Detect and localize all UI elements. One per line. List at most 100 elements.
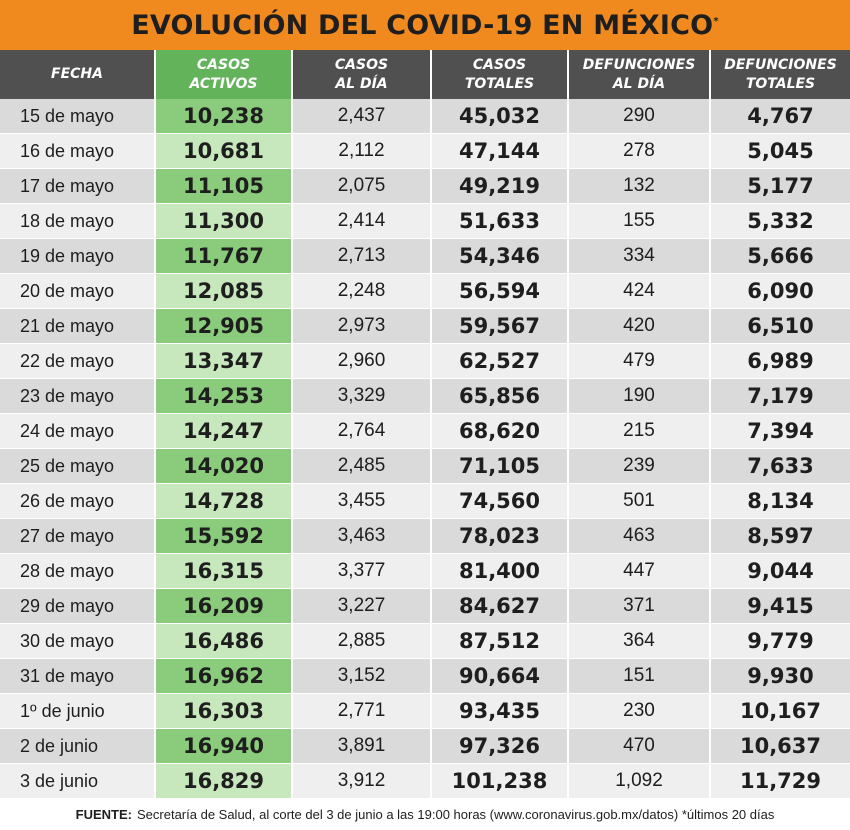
title-footnote-mark: *	[713, 15, 719, 27]
table-row: 28 de mayo 16,315 3,377 81,400 447 9,044	[0, 553, 850, 589]
fecha-cell: 17 de mayo	[0, 168, 155, 204]
table-row: 27 de mayo 15,592 3,463 78,023 463 8,597	[0, 518, 850, 554]
defunciones-totales-cell: 9,930	[709, 658, 850, 694]
defunciones-al-dia-cell: 501	[567, 483, 710, 519]
defunciones-totales-cell: 10,637	[709, 728, 850, 764]
defunciones-totales-cell: 9,415	[709, 588, 850, 624]
casos-activos-cell: 16,962	[154, 658, 292, 694]
source-note: FUENTE: Secretaría de Salud, al corte de…	[0, 799, 850, 830]
defunciones-totales-cell: 7,179	[709, 378, 850, 414]
casos-activos-cell: 16,315	[154, 553, 292, 589]
casos-totales-cell: 56,594	[430, 273, 568, 309]
casos-activos-cell: 15,592	[154, 518, 292, 554]
defunciones-al-dia-cell: 479	[567, 343, 710, 379]
table-row: 18 de mayo 11,300 2,414 51,633 155 5,332	[0, 203, 850, 239]
fecha-cell: 21 de mayo	[0, 308, 155, 344]
fecha-cell: 30 de mayo	[0, 623, 155, 659]
source-text: Secretaría de Salud, al corte del 3 de j…	[137, 807, 775, 822]
fecha-cell: 15 de mayo	[0, 99, 155, 134]
casos-activos-cell: 12,905	[154, 308, 292, 344]
defunciones-al-dia-cell: 334	[567, 238, 710, 274]
table-row: 1º de junio 16,303 2,771 93,435 230 10,167	[0, 693, 850, 729]
defunciones-totales-cell: 7,633	[709, 448, 850, 484]
table-row: 24 de mayo 14,247 2,764 68,620 215 7,394	[0, 413, 850, 449]
defunciones-totales-cell: 9,044	[709, 553, 850, 589]
casos-totales-cell: 87,512	[430, 623, 568, 659]
casos-totales-cell: 45,032	[430, 99, 568, 134]
defunciones-totales-cell: 4,767	[709, 99, 850, 134]
table-row: 26 de mayo 14,728 3,455 74,560 501 8,134	[0, 483, 850, 519]
casos-activos-cell: 11,767	[154, 238, 292, 274]
casos-al-dia-cell: 2,414	[291, 203, 431, 239]
column-header-defunciones-al-dia: DEFUNCIONES AL DÍA	[567, 50, 710, 99]
defunciones-totales-cell: 8,597	[709, 518, 850, 554]
defunciones-al-dia-cell: 215	[567, 413, 710, 449]
casos-al-dia-cell: 2,713	[291, 238, 431, 274]
casos-activos-cell: 11,300	[154, 203, 292, 239]
casos-activos-cell: 10,681	[154, 133, 292, 169]
defunciones-al-dia-cell: 155	[567, 203, 710, 239]
defunciones-totales-cell: 11,729	[709, 763, 850, 799]
defunciones-totales-cell: 6,989	[709, 343, 850, 379]
casos-activos-cell: 11,105	[154, 168, 292, 204]
defunciones-al-dia-cell: 447	[567, 553, 710, 589]
table-header-row: FECHA CASOS ACTIVOS CASOS AL DÍA CASOS TOTA…	[0, 50, 850, 99]
casos-totales-cell: 71,105	[430, 448, 568, 484]
defunciones-al-dia-cell: 463	[567, 518, 710, 554]
casos-al-dia-cell: 3,377	[291, 553, 431, 589]
page-title: EVOLUCIÓN DEL COVID-19 EN MÉXICO*	[131, 10, 719, 41]
casos-al-dia-cell: 3,227	[291, 588, 431, 624]
fecha-cell: 16 de mayo	[0, 133, 155, 169]
defunciones-al-dia-cell: 371	[567, 588, 710, 624]
casos-al-dia-cell: 3,329	[291, 378, 431, 414]
table-row: 25 de mayo 14,020 2,485 71,105 239 7,633	[0, 448, 850, 484]
casos-totales-cell: 93,435	[430, 693, 568, 729]
defunciones-totales-cell: 10,167	[709, 693, 850, 729]
covid-table: FECHA CASOS ACTIVOS CASOS AL DÍA CASOS TOTA…	[0, 50, 850, 799]
defunciones-totales-cell: 8,134	[709, 483, 850, 519]
fecha-cell: 25 de mayo	[0, 448, 155, 484]
casos-al-dia-cell: 2,764	[291, 413, 431, 449]
casos-al-dia-cell: 3,455	[291, 483, 431, 519]
fecha-cell: 1º de junio	[0, 693, 155, 729]
fecha-cell: 22 de mayo	[0, 343, 155, 379]
defunciones-totales-cell: 5,045	[709, 133, 850, 169]
defunciones-al-dia-cell: 190	[567, 378, 710, 414]
casos-al-dia-cell: 2,075	[291, 168, 431, 204]
fecha-cell: 19 de mayo	[0, 238, 155, 274]
table-row: 29 de mayo 16,209 3,227 84,627 371 9,415	[0, 588, 850, 624]
casos-totales-cell: 49,219	[430, 168, 568, 204]
table-row: 21 de mayo 12,905 2,973 59,567 420 6,510	[0, 308, 850, 344]
casos-totales-cell: 59,567	[430, 308, 568, 344]
casos-al-dia-cell: 3,912	[291, 763, 431, 799]
table-row: 17 de mayo 11,105 2,075 49,219 132 5,177	[0, 168, 850, 204]
defunciones-al-dia-cell: 132	[567, 168, 710, 204]
casos-activos-cell: 13,347	[154, 343, 292, 379]
defunciones-al-dia-cell: 290	[567, 99, 710, 134]
fecha-cell: 26 de mayo	[0, 483, 155, 519]
casos-totales-cell: 51,633	[430, 203, 568, 239]
defunciones-al-dia-cell: 420	[567, 308, 710, 344]
defunciones-totales-cell: 7,394	[709, 413, 850, 449]
casos-al-dia-cell: 2,973	[291, 308, 431, 344]
casos-totales-cell: 74,560	[430, 483, 568, 519]
casos-totales-cell: 62,527	[430, 343, 568, 379]
fecha-cell: 31 de mayo	[0, 658, 155, 694]
defunciones-totales-cell: 6,510	[709, 308, 850, 344]
fecha-cell: 24 de mayo	[0, 413, 155, 449]
defunciones-al-dia-cell: 424	[567, 273, 710, 309]
table-body: 15 de mayo 10,238 2,437 45,032 290 4,767 16 de…	[0, 99, 850, 799]
column-header-defunciones-totales: DEFUNCIONES TOTALES	[709, 50, 850, 99]
casos-activos-cell: 16,486	[154, 623, 292, 659]
defunciones-al-dia-cell: 230	[567, 693, 710, 729]
casos-al-dia-cell: 3,463	[291, 518, 431, 554]
column-header-casos-totales: CASOS TOTALES	[430, 50, 568, 99]
defunciones-totales-cell: 5,666	[709, 238, 850, 274]
casos-al-dia-cell: 3,891	[291, 728, 431, 764]
casos-totales-cell: 97,326	[430, 728, 568, 764]
table-row: 31 de mayo 16,962 3,152 90,664 151 9,930	[0, 658, 850, 694]
table-row: 22 de mayo 13,347 2,960 62,527 479 6,989	[0, 343, 850, 379]
casos-totales-cell: 84,627	[430, 588, 568, 624]
casos-activos-cell: 12,085	[154, 273, 292, 309]
